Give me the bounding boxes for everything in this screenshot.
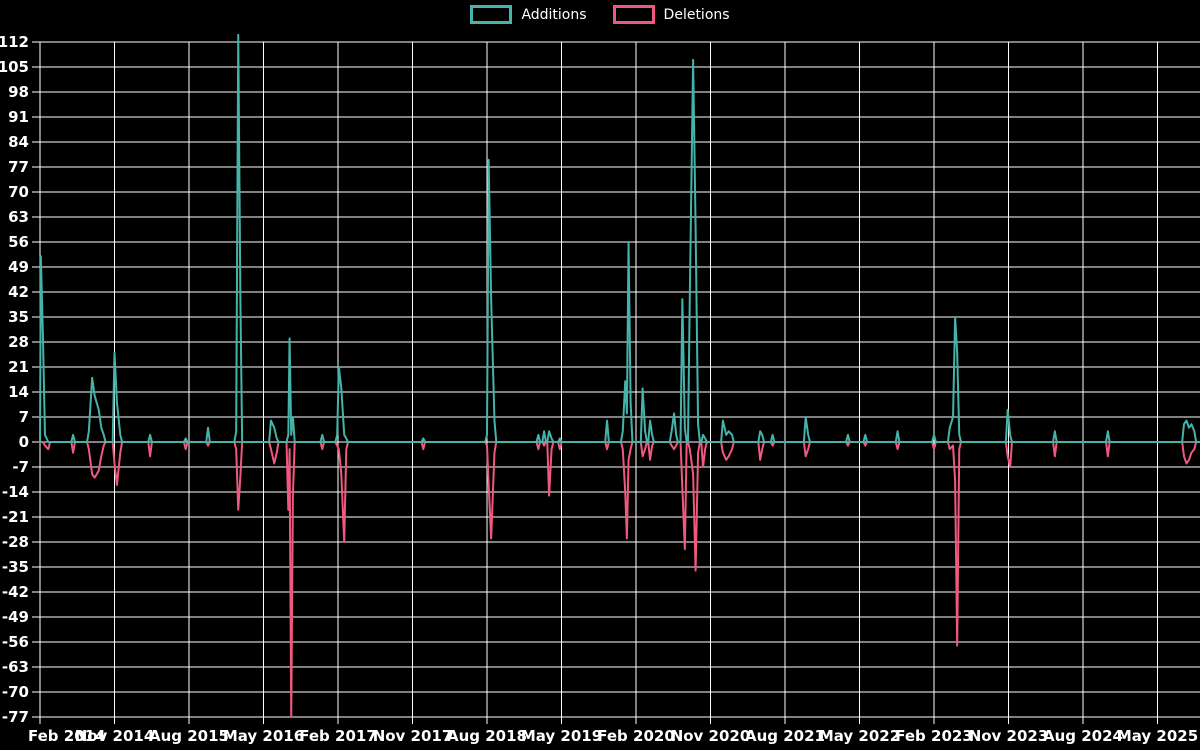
- svg-text:21: 21: [8, 358, 29, 376]
- svg-text:35: 35: [8, 308, 29, 326]
- svg-text:Nov 2017: Nov 2017: [373, 727, 453, 745]
- chart-legend: Additions Deletions: [0, 5, 1200, 24]
- svg-text:Aug 2015: Aug 2015: [149, 727, 229, 745]
- svg-text:May 2025: May 2025: [1117, 727, 1198, 745]
- svg-text:84: 84: [8, 133, 29, 151]
- svg-text:105: 105: [0, 58, 29, 76]
- svg-text:Feb 2014: Feb 2014: [28, 727, 106, 745]
- svg-text:May 2016: May 2016: [223, 727, 304, 745]
- axis-labels: 1121059891847770635649423528211470-7-14-…: [0, 33, 1198, 745]
- svg-text:70: 70: [8, 183, 29, 201]
- svg-text:63: 63: [8, 208, 29, 226]
- svg-text:Aug 2021: Aug 2021: [745, 727, 825, 745]
- svg-text:-35: -35: [2, 558, 29, 576]
- svg-text:Nov 2020: Nov 2020: [671, 727, 751, 745]
- svg-text:-63: -63: [2, 658, 29, 676]
- svg-text:May 2019: May 2019: [521, 727, 602, 745]
- svg-text:-56: -56: [2, 633, 29, 651]
- svg-text:49: 49: [8, 258, 29, 276]
- svg-text:56: 56: [8, 233, 29, 251]
- svg-text:14: 14: [8, 383, 29, 401]
- legend-label-additions: Additions: [521, 6, 587, 23]
- svg-text:-42: -42: [2, 583, 29, 601]
- svg-text:May 2022: May 2022: [819, 727, 900, 745]
- legend-item-deletions[interactable]: Deletions: [612, 5, 730, 24]
- svg-text:Aug 2024: Aug 2024: [1043, 727, 1123, 745]
- svg-text:-14: -14: [2, 483, 29, 501]
- svg-text:-70: -70: [2, 683, 29, 701]
- svg-text:28: 28: [8, 333, 29, 351]
- svg-text:-77: -77: [2, 708, 29, 726]
- svg-text:Aug 2018: Aug 2018: [447, 727, 527, 745]
- svg-text:Feb 2023: Feb 2023: [895, 727, 973, 745]
- svg-text:-49: -49: [2, 608, 29, 626]
- svg-text:91: 91: [8, 108, 29, 126]
- svg-text:42: 42: [8, 283, 29, 301]
- additions-series-line: [39, 33, 1200, 443]
- svg-text:Feb 2017: Feb 2017: [299, 727, 377, 745]
- svg-text:Nov 2023: Nov 2023: [969, 727, 1049, 745]
- additions-swatch-icon: [470, 5, 513, 24]
- svg-text:98: 98: [8, 83, 29, 101]
- svg-text:-7: -7: [12, 458, 29, 476]
- svg-text:7: 7: [19, 408, 29, 426]
- svg-text:0: 0: [19, 433, 29, 451]
- legend-label-deletions: Deletions: [663, 6, 730, 23]
- legend-item-additions[interactable]: Additions: [470, 5, 587, 24]
- svg-text:112: 112: [0, 33, 29, 51]
- gridlines: [32, 41, 1200, 724]
- svg-text:Feb 2020: Feb 2020: [597, 727, 675, 745]
- svg-text:77: 77: [8, 158, 29, 176]
- deletions-swatch-icon: [612, 5, 655, 24]
- svg-text:-21: -21: [2, 508, 29, 526]
- svg-text:Nov 2014: Nov 2014: [75, 727, 155, 745]
- svg-text:-28: -28: [2, 533, 29, 551]
